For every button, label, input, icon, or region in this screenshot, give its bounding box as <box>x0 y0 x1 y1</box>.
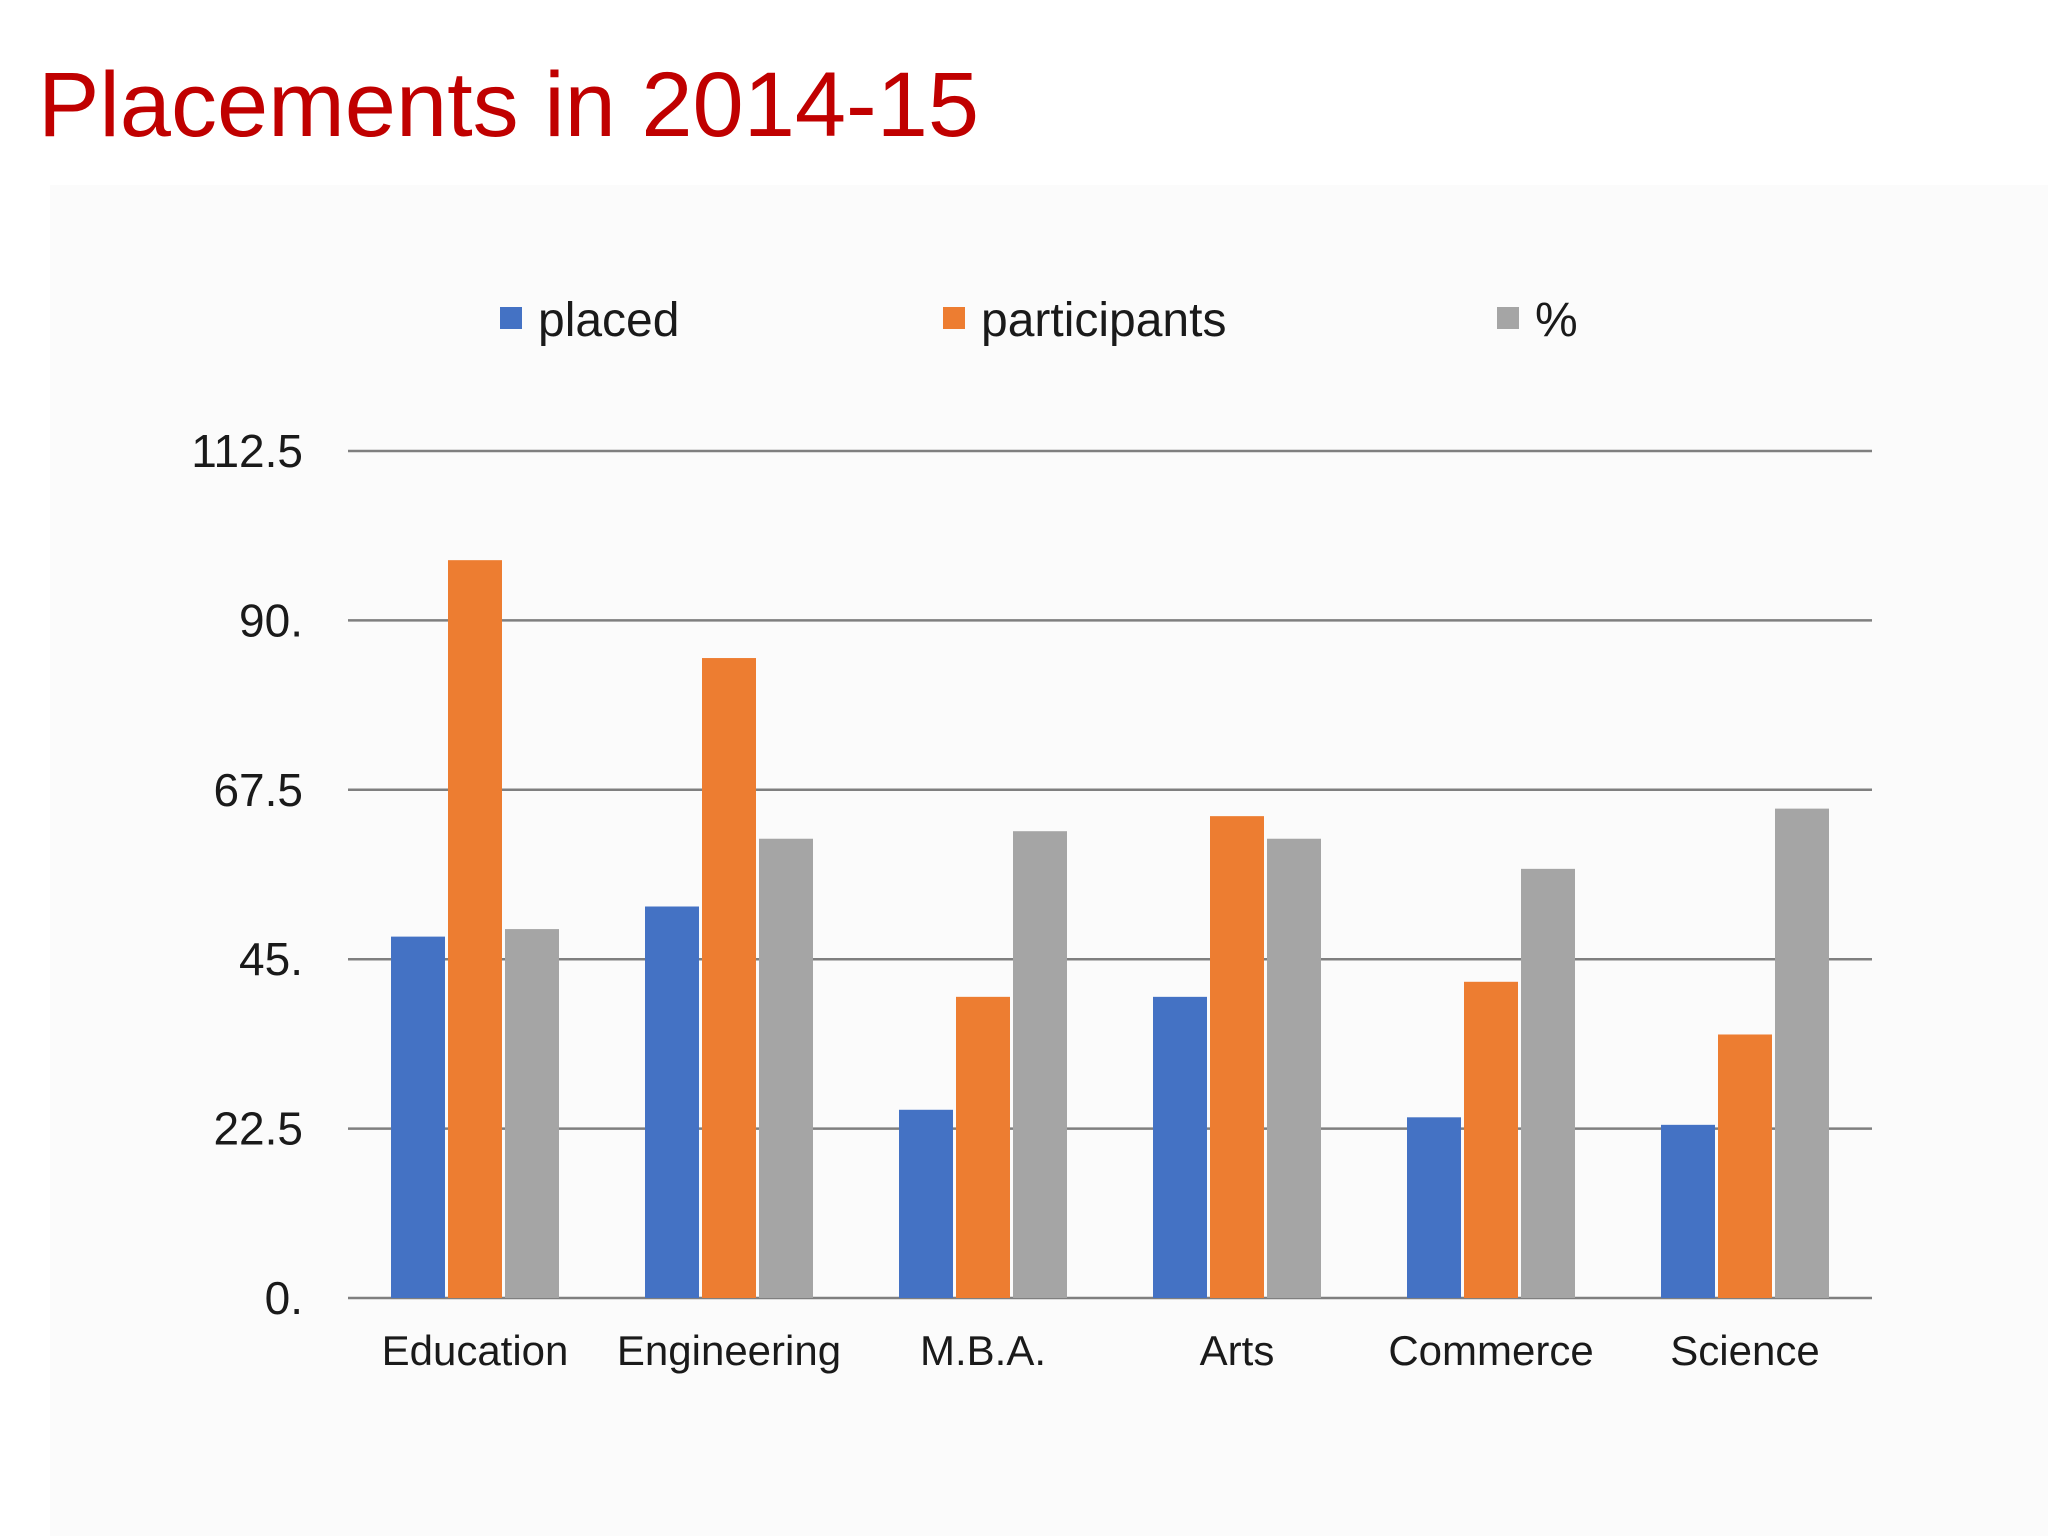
bar-arts-placed <box>1153 996 1207 1298</box>
bar-m-b-a-percent <box>1013 831 1067 1298</box>
x-axis-categories: Education Engineering M.B.A. Arts Commerce Sc… <box>382 1327 1820 1374</box>
x-category-label: Education <box>382 1327 569 1374</box>
legend-label: % <box>1535 294 1578 347</box>
legend-swatch <box>1497 307 1519 329</box>
y-tick-label: 90. <box>239 594 303 646</box>
bar-engineering-placed <box>645 906 699 1298</box>
chart-bars <box>391 560 1829 1298</box>
x-category-label: Commerce <box>1388 1327 1593 1374</box>
bar-commerce-placed <box>1407 1117 1461 1298</box>
y-tick-label: 67.5 <box>213 764 303 816</box>
x-category-label: M.B.A. <box>920 1327 1046 1374</box>
bar-commerce-participants <box>1464 981 1518 1298</box>
bar-arts-participants <box>1210 816 1264 1298</box>
y-tick-label: 22.5 <box>213 1103 303 1155</box>
x-category-label: Engineering <box>617 1327 841 1374</box>
bar-arts-percent <box>1267 838 1321 1298</box>
x-category-label: Arts <box>1200 1327 1275 1374</box>
bar-science-placed <box>1661 1124 1715 1298</box>
y-tick-label: 45. <box>239 933 303 985</box>
legend-label: participants <box>981 294 1226 347</box>
bar-education-placed <box>391 936 445 1298</box>
bar-engineering-percent <box>759 838 813 1298</box>
legend-label: placed <box>538 294 679 347</box>
bar-education-percent <box>505 929 559 1298</box>
bar-education-participants <box>448 560 502 1298</box>
y-tick-label: 0. <box>265 1272 303 1324</box>
bar-engineering-participants <box>702 658 756 1298</box>
chart-legend: placed participants% <box>500 294 1578 347</box>
y-axis-ticks: 0. 22.5 45. 67.5 90. 112.5 <box>191 425 303 1324</box>
x-category-label: Science <box>1670 1327 1819 1374</box>
bar-commerce-percent <box>1521 868 1575 1298</box>
bar-science-percent <box>1775 808 1829 1298</box>
legend-swatch <box>943 307 965 329</box>
bar-science-participants <box>1718 1034 1772 1298</box>
chart-gridlines <box>348 449 1872 1300</box>
y-tick-label: 112.5 <box>191 425 303 477</box>
legend-swatch <box>500 307 522 329</box>
bar-m-b-a-participants <box>956 996 1010 1298</box>
slide-title: Placements in 2014-15 <box>38 54 980 156</box>
bar-m-b-a-placed <box>899 1109 953 1298</box>
